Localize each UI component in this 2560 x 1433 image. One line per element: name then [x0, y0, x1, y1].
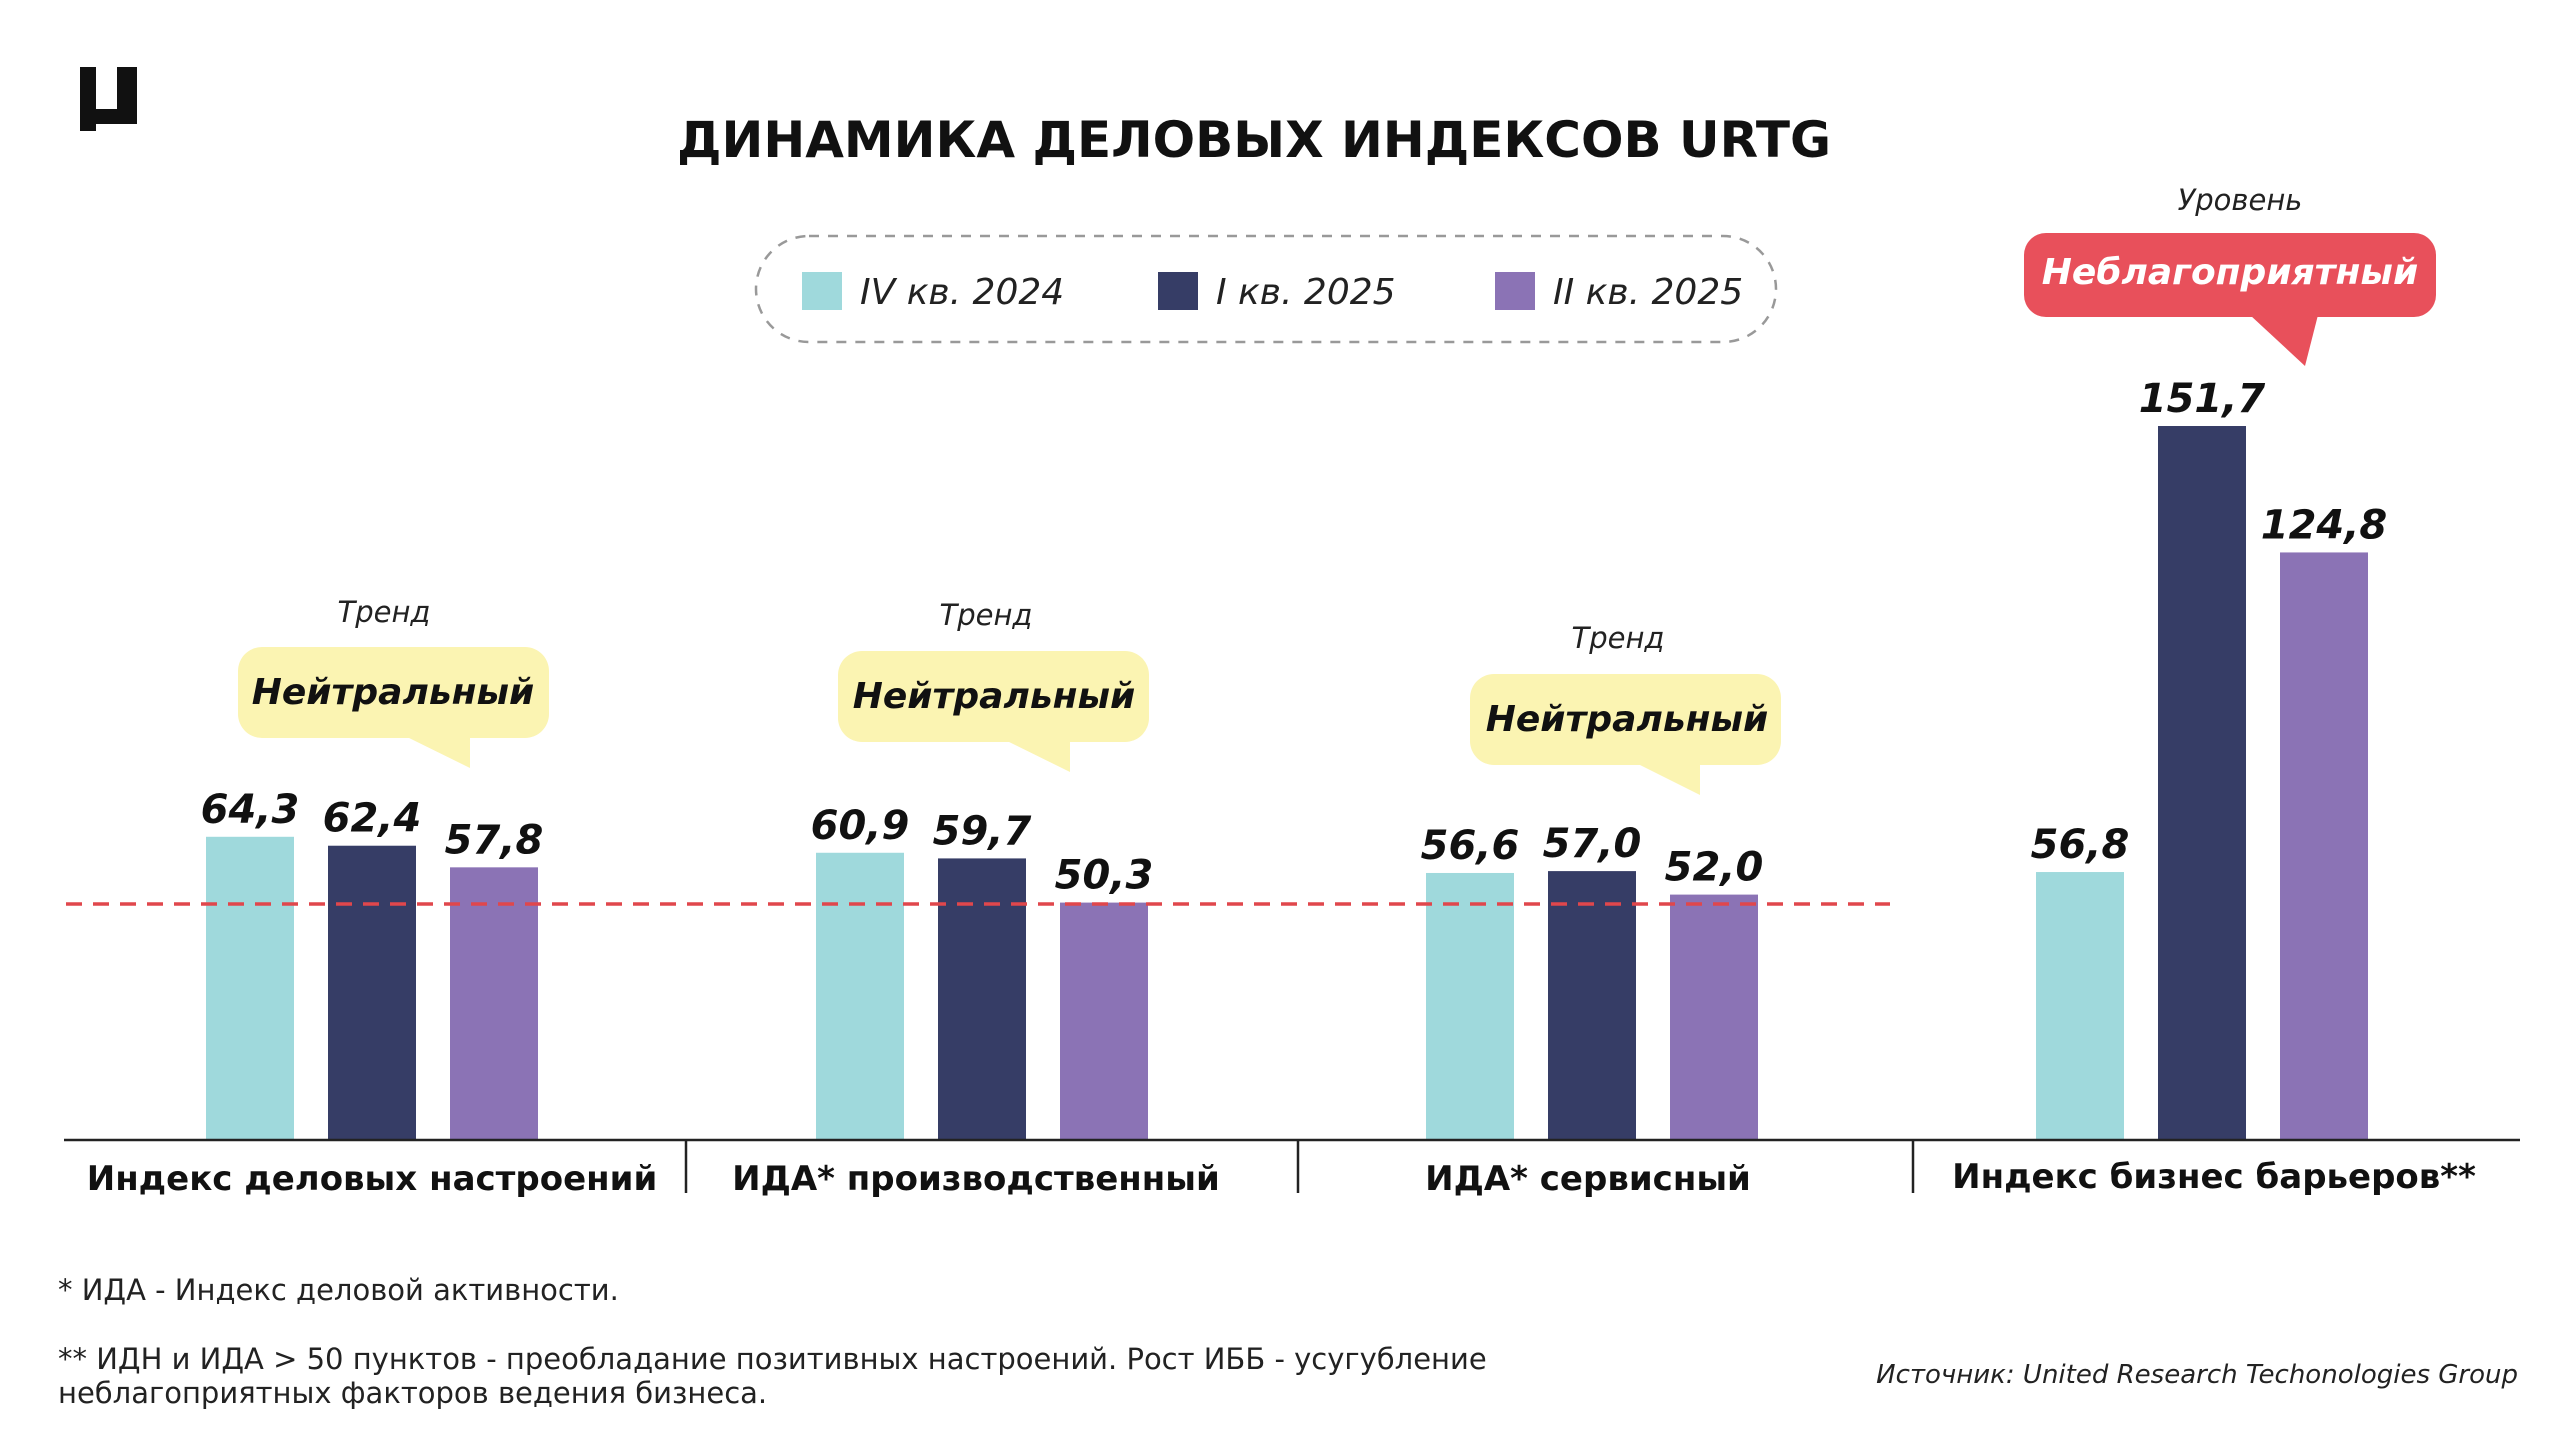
- legend: IV кв. 2024 I кв. 2025 II кв. 2025: [754, 234, 1778, 344]
- bar-q1-2025: [1548, 871, 1636, 1139]
- trend-bubble-caption: Тренд: [338, 595, 431, 629]
- trend-bubble-tail: [405, 736, 470, 768]
- level-bubble-tail: [2250, 315, 2318, 366]
- trend-bubble-caption: Тренд: [940, 598, 1033, 632]
- bar-q4-2024: [1426, 872, 1514, 1139]
- footnote-1: * ИДА - Индекс деловой активности.: [58, 1273, 619, 1307]
- level-bubble: Уровень Неблагоприятный: [2024, 183, 2436, 366]
- level-bubble-box: [2024, 233, 2436, 317]
- trend-bubble-label: Нейтральный: [1486, 699, 1768, 740]
- footnote-2-line-1: ** ИДН и ИДА > 50 пунктов - преобладание…: [58, 1342, 1487, 1376]
- data-label-q1-2025: 59,7: [933, 808, 1032, 854]
- data-label-q1-2025: 151,7: [2139, 376, 2266, 422]
- trend-bubble-box: [838, 651, 1149, 742]
- legend-label-q1-2025: I кв. 2025: [1216, 272, 1396, 313]
- category-label: ИДА* сервисный: [1425, 1159, 1751, 1199]
- data-label-q4-2024: 56,8: [2031, 822, 2130, 868]
- data-label-q2-2025: 124,8: [2261, 502, 2388, 548]
- bar-q4-2024: [2036, 872, 2124, 1139]
- category-label: Индекс деловых настроений: [87, 1159, 658, 1199]
- legend-label-q2-2025: II кв. 2025: [1553, 272, 1743, 313]
- bar-q1-2025: [2158, 426, 2246, 1139]
- bar-q2-2025: [1670, 894, 1758, 1139]
- bars-group: [206, 426, 2368, 1139]
- data-label-q4-2024: 60,9: [811, 803, 910, 849]
- level-bubble-label: Неблагоприятный: [2042, 252, 2418, 293]
- trend-bubble-box: [238, 647, 549, 738]
- chart-title: ДИНАМИКА ДЕЛОВЫХ ИНДЕКСОВ URTG: [677, 111, 1831, 169]
- trend-bubble-box: [1470, 674, 1781, 765]
- legend-frame: [754, 234, 1778, 344]
- footnote-2-line-2: неблагоприятных факторов ведения бизнеса…: [58, 1376, 767, 1410]
- data-label-q2-2025: 50,3: [1055, 853, 1154, 899]
- bar-q2-2025: [450, 867, 538, 1139]
- category-label: ИДА* производственный: [732, 1159, 1220, 1199]
- category-label: Индекс бизнес барьеров**: [1952, 1157, 2476, 1197]
- legend-label-q4-2024: IV кв. 2024: [860, 272, 1064, 313]
- bar-q2-2025: [1060, 902, 1148, 1139]
- data-label-q1-2025: 57,0: [1543, 821, 1642, 867]
- trend-bubble: Тренд Нейтральный: [1470, 621, 1781, 795]
- bar-q4-2024: [816, 852, 904, 1139]
- trend-bubble-tail: [1636, 763, 1700, 795]
- legend-swatch-q1-2025: [1158, 272, 1198, 310]
- trend-bubble-tail: [1005, 740, 1070, 772]
- bar-q1-2025: [938, 858, 1026, 1139]
- source-note: Источник: United Research Techonologies …: [1876, 1360, 2518, 1390]
- trend-bubble: Тренд Нейтральный: [838, 598, 1149, 772]
- bar-q4-2024: [206, 836, 294, 1139]
- bar-q2-2025: [2280, 552, 2368, 1139]
- legend-swatch-q2-2025: [1495, 272, 1535, 310]
- data-labels-group: 64,3 60,9 56,6 56,8 62,4 59,7 57,0 151,7 57,8 50,…: [201, 376, 2388, 899]
- trend-bubble: Тренд Нейтральный: [238, 595, 549, 768]
- trend-bubble-label: Нейтральный: [853, 676, 1135, 717]
- data-label-q1-2025: 62,4: [323, 796, 422, 842]
- trend-bubble-caption: Тренд: [1572, 621, 1665, 655]
- data-label-q4-2024: 56,6: [1421, 823, 1520, 869]
- level-bubble-caption: Уровень: [2178, 183, 2303, 217]
- trend-bubble-label: Нейтральный: [252, 672, 534, 713]
- legend-swatch-q4-2024: [802, 272, 842, 310]
- bar-q1-2025: [328, 845, 416, 1139]
- data-label-q2-2025: 57,8: [445, 817, 544, 863]
- data-label-q4-2024: 64,3: [201, 787, 300, 833]
- data-label-q2-2025: 52,0: [1665, 845, 1764, 891]
- urtg-logo-icon: [80, 67, 137, 131]
